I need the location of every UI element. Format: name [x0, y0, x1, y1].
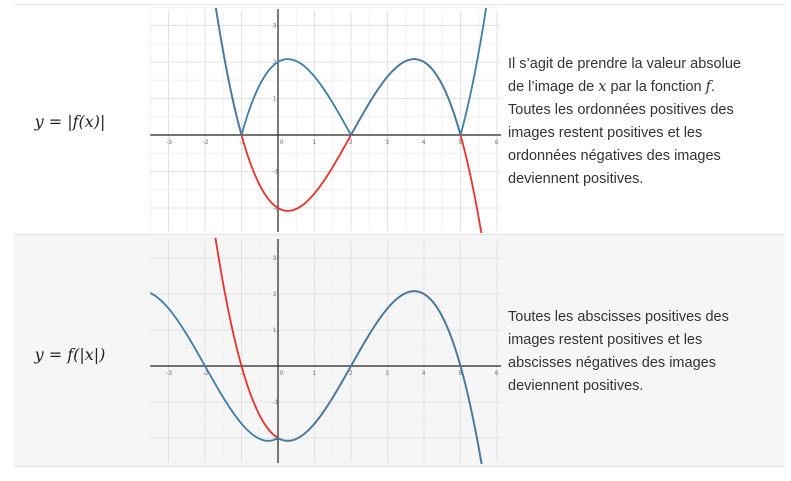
desc-line: images restent positives et les — [508, 332, 703, 348]
description-abs-f: Il s’agit de prendre la valeur absolue d… — [508, 53, 778, 191]
series-line-fx — [214, 8, 483, 233]
formula-abs-f: y = |f(x)| — [34, 112, 106, 131]
row-abs-f: y = |f(x)| -3 -2 -1 0 1 2 3 4 5 6 -2 -1 1 2 3 Il s’agi… — [14, 4, 784, 235]
y-tick-label: -1 — [273, 400, 279, 406]
y-tick-label: 3 — [273, 256, 277, 262]
series-line-fx — [214, 238, 483, 464]
x-tick-label: 2 — [349, 371, 353, 377]
x-tick-label: 6 — [495, 140, 499, 146]
desc-line: Il s’agit de prendre la valeur absolue — [508, 56, 741, 72]
x-tick-label: -3 — [167, 140, 173, 146]
series-line-fx — [214, 8, 488, 137]
desc-line: abscisses négatives des images — [508, 355, 716, 371]
x-tick-label: 1 — [313, 140, 317, 146]
desc-line: par la fonction — [606, 79, 706, 95]
x-tick-label: 1 — [313, 371, 317, 377]
x-tick-label: 4 — [422, 140, 426, 146]
x-tick-label: -1 — [240, 140, 246, 146]
x-tick-label: -2 — [203, 140, 209, 146]
y-tick-label: -1 — [273, 170, 279, 176]
desc-line: deviennent positives. — [508, 378, 644, 394]
y-tick-label: 1 — [273, 97, 277, 103]
desc-line: images restent positives et les — [508, 125, 703, 141]
y-tick-label: 1 — [273, 328, 277, 334]
y-tick-label: 2 — [273, 292, 277, 298]
x-tick-label: -3 — [167, 371, 173, 377]
y-tick-label: -2 — [273, 206, 279, 212]
math-var-f: f — [705, 79, 711, 95]
x-tick-label: 0 — [280, 140, 284, 146]
x-tick-label: -2 — [203, 371, 209, 377]
x-tick-label: 2 — [349, 140, 353, 146]
desc-line: . — [711, 79, 716, 95]
math-var-x: x — [598, 79, 607, 95]
x-tick-label: 3 — [386, 371, 390, 377]
desc-line: ordonnées négatives des images — [508, 148, 721, 164]
x-tick-label: -1 — [240, 371, 246, 377]
x-tick-label: 0 — [280, 371, 284, 377]
desc-line: de l’image de — [508, 79, 599, 95]
description-f-abs: Toutes les abscisses positives des image… — [508, 306, 778, 398]
x-tick-label: 5 — [459, 140, 463, 146]
x-tick-label: 3 — [386, 140, 390, 146]
series-line-fx — [149, 290, 483, 464]
formula-f-abs: y = f(|x|) — [34, 345, 106, 364]
row-f-abs: y = f(|x|) -3 -2 -1 0 1 2 3 4 5 6 -2 -1 1 2 3 Toutes l… — [14, 235, 784, 467]
desc-line: Toutes les abscisses positives des — [508, 309, 729, 325]
desc-line: Toutes les ordonnées positives des — [508, 102, 734, 118]
x-tick-label: 4 — [422, 371, 426, 377]
desc-line: deviennent positives. — [508, 171, 644, 187]
x-tick-label: 5 — [459, 371, 463, 377]
x-tick-label: 6 — [495, 371, 499, 377]
y-tick-label: 3 — [273, 24, 277, 30]
